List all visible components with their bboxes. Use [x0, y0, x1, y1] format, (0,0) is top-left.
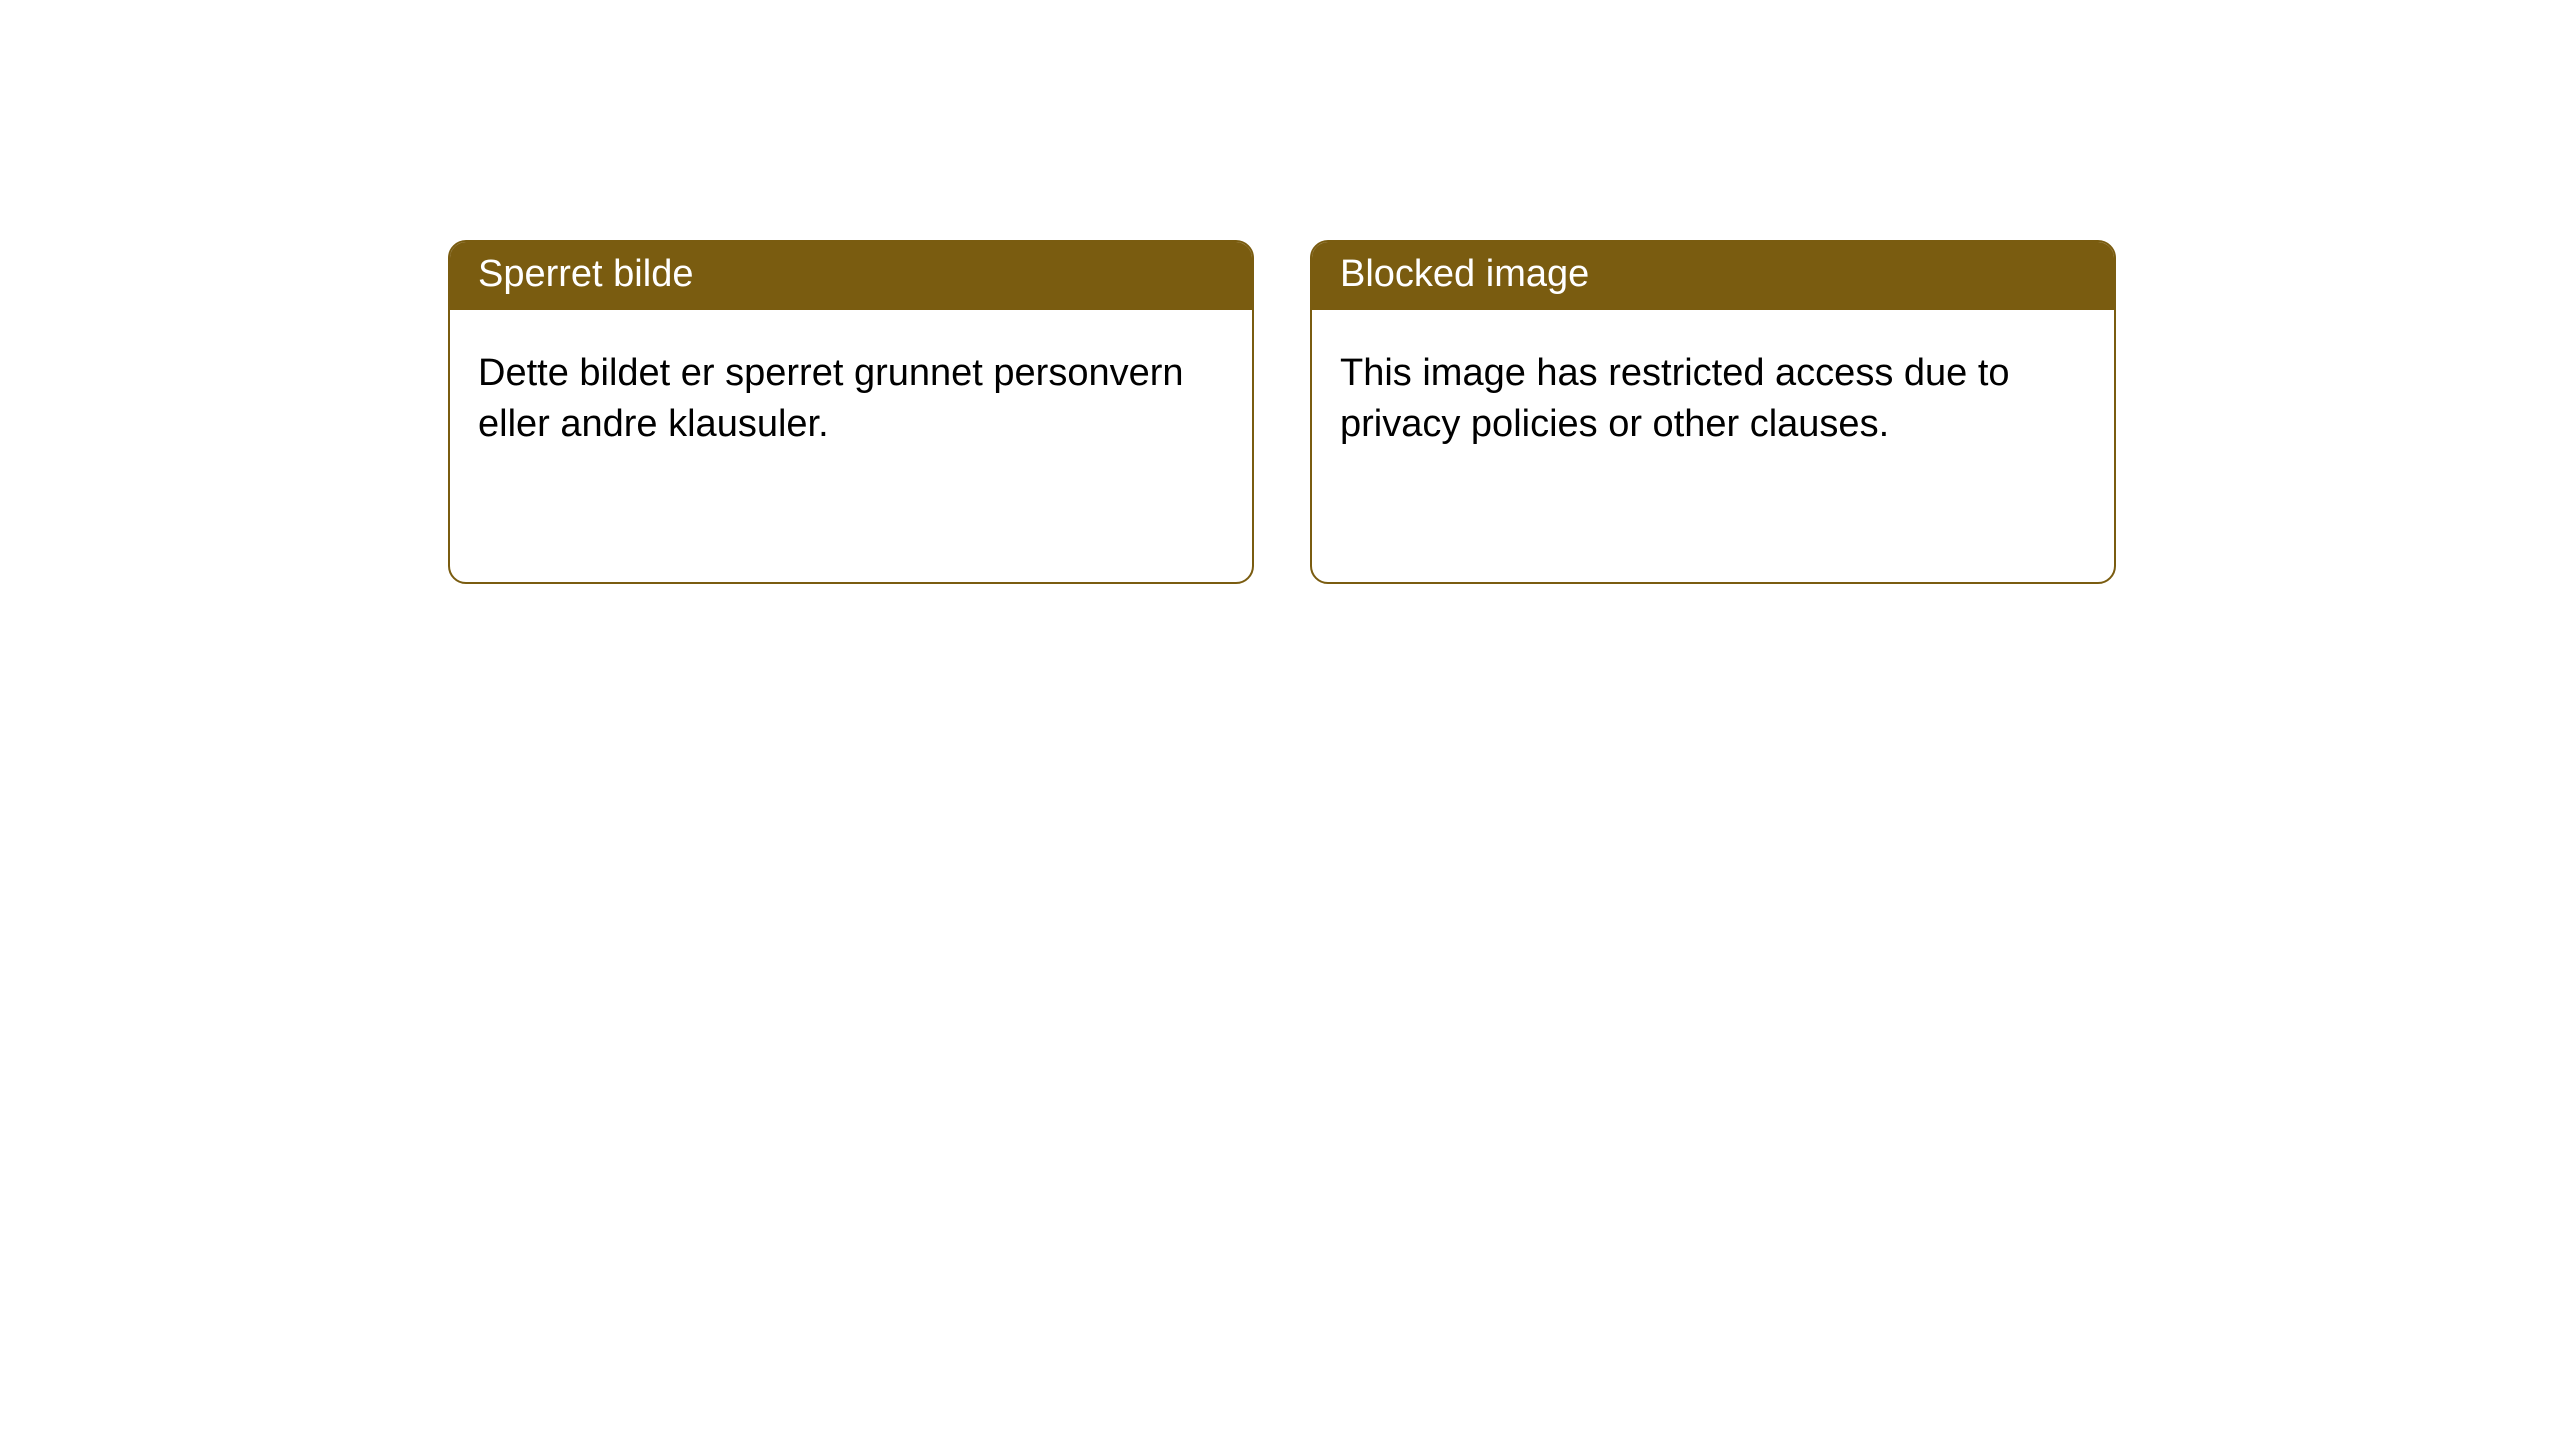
- notice-header: Blocked image: [1312, 242, 2114, 310]
- notice-header: Sperret bilde: [450, 242, 1252, 310]
- notice-card-english: Blocked image This image has restricted …: [1310, 240, 2116, 584]
- notice-body: Dette bildet er sperret grunnet personve…: [450, 310, 1252, 582]
- notice-card-norwegian: Sperret bilde Dette bildet er sperret gr…: [448, 240, 1254, 584]
- notice-container: Sperret bilde Dette bildet er sperret gr…: [0, 0, 2560, 584]
- notice-body: This image has restricted access due to …: [1312, 310, 2114, 582]
